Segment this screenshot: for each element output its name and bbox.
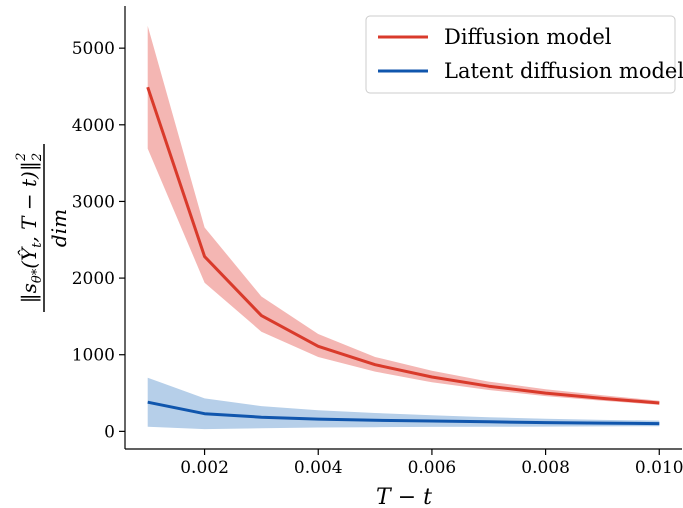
band-diffusion <box>147 25 660 405</box>
line-diffusion <box>146 86 660 405</box>
y-axis-label-denominator: dim <box>47 209 71 247</box>
y-tick-label: 3000 <box>72 192 115 212</box>
y-axis-label: ‖sθ*(Ŷt, T − t)‖22 dim <box>14 144 71 312</box>
y-axis-label-numerator: ‖sθ*(Ŷt, T − t)‖22 <box>14 153 45 304</box>
legend-label-diffusion: Diffusion model <box>444 25 612 49</box>
series-lines <box>146 86 660 426</box>
legend-label-latent: Latent diffusion model <box>444 59 683 83</box>
y-tick-label: 0 <box>104 422 115 442</box>
x-tick-label: 0.010 <box>635 458 683 478</box>
legend: Diffusion model Latent diffusion model <box>365 15 683 94</box>
x-tick-label: 0.002 <box>180 458 229 478</box>
legend-box <box>365 15 676 94</box>
y-tick-label: 5000 <box>72 39 115 59</box>
x-axis-label: T − t <box>376 485 432 508</box>
x-tick-label: 0.004 <box>294 458 343 478</box>
x-tick-label: 0.006 <box>408 458 457 478</box>
x-ticks: 0.002 0.004 0.006 0.008 0.010 <box>180 449 683 478</box>
axes <box>124 6 682 450</box>
x-tick-label: 0.008 <box>521 458 570 478</box>
y-tick-label: 4000 <box>72 116 115 136</box>
line-latent <box>147 400 660 426</box>
y-tick-label: 1000 <box>72 346 115 366</box>
y-ticks: 0 1000 2000 3000 4000 5000 <box>72 39 125 442</box>
y-tick-label: 2000 <box>72 269 115 289</box>
